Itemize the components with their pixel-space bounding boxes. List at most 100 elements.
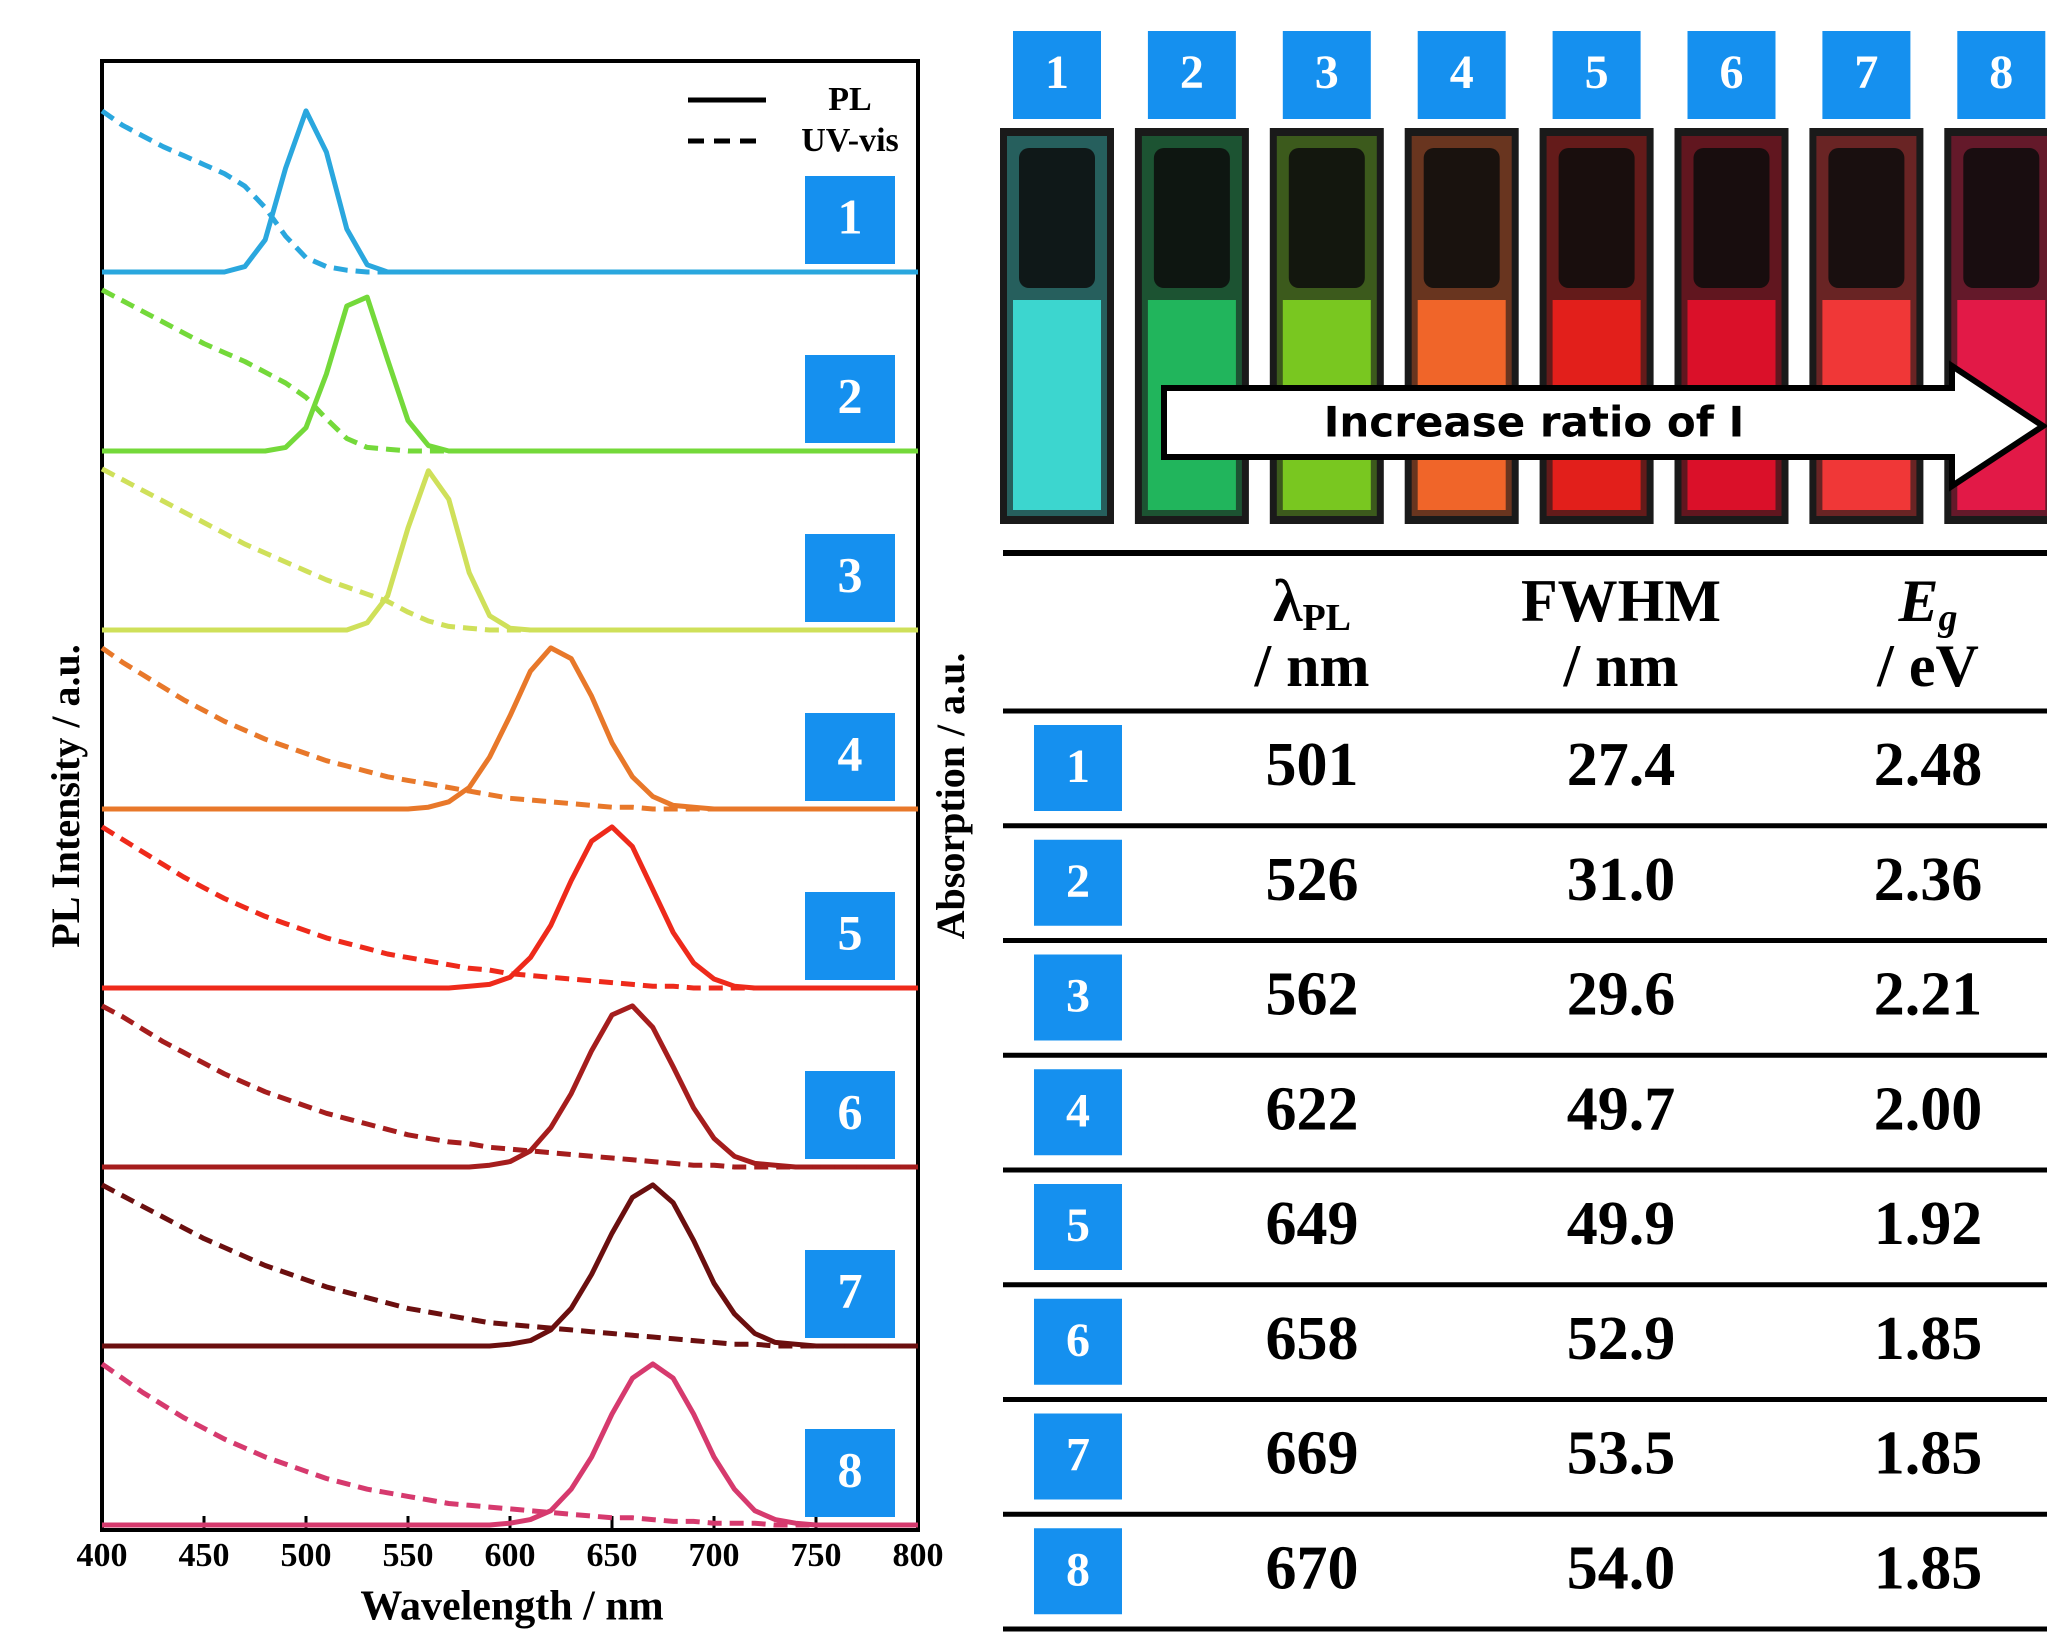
uvvis-line bbox=[102, 290, 918, 451]
row-label: 3 bbox=[1066, 970, 1090, 1023]
pl-line bbox=[102, 648, 918, 809]
cell: 1.85 bbox=[1874, 1534, 1983, 1602]
header-unit: / eV bbox=[1876, 633, 1979, 699]
x-tick-label: 650 bbox=[587, 1537, 638, 1574]
cell: 526 bbox=[1266, 846, 1359, 914]
x-tick-label: 400 bbox=[77, 1537, 128, 1574]
x-tick-label: 450 bbox=[179, 1537, 230, 1574]
header-unit: / nm bbox=[1253, 633, 1369, 699]
cuvette-top bbox=[1828, 148, 1904, 288]
cuvette-liquid bbox=[1013, 300, 1101, 510]
legend-label: UV-vis bbox=[801, 122, 899, 159]
panel-label: 7 bbox=[838, 1262, 863, 1318]
pl-line bbox=[102, 471, 918, 630]
photo-label: 8 bbox=[1989, 46, 2013, 99]
pl-line bbox=[102, 1185, 918, 1346]
cuvette-top bbox=[1559, 148, 1635, 288]
uvvis-line bbox=[102, 1185, 918, 1346]
figure: Wavelength / nm PL Intensity / a.u. Abso… bbox=[0, 0, 2047, 1636]
cell: 1.92 bbox=[1874, 1190, 1983, 1258]
header-cell: λPL bbox=[1273, 568, 1351, 639]
cell: 2.00 bbox=[1874, 1075, 1983, 1143]
header-symbol: λ bbox=[1273, 568, 1303, 634]
photo-label: 2 bbox=[1180, 46, 1204, 99]
row-label: 6 bbox=[1066, 1314, 1090, 1367]
row-label: 2 bbox=[1066, 855, 1090, 908]
header-symbol: FWHM bbox=[1521, 568, 1721, 634]
panel-label: 1 bbox=[838, 188, 863, 244]
cuvette-top bbox=[1963, 148, 2039, 288]
cell: 31.0 bbox=[1567, 846, 1676, 914]
uvvis-line bbox=[102, 1006, 918, 1167]
cell: 27.4 bbox=[1567, 731, 1676, 799]
cell: 649 bbox=[1266, 1190, 1359, 1258]
x-tick-label: 700 bbox=[689, 1537, 740, 1574]
photo-label: 7 bbox=[1854, 46, 1878, 99]
photo-label: 6 bbox=[1720, 46, 1744, 99]
photo-label: 1 bbox=[1045, 46, 1069, 99]
row-label: 7 bbox=[1066, 1429, 1090, 1482]
cell: 562 bbox=[1266, 961, 1359, 1029]
header-cell: FWHM bbox=[1521, 568, 1721, 634]
cuvette-top bbox=[1424, 148, 1500, 288]
cell: 658 bbox=[1266, 1305, 1359, 1373]
legend-label: PL bbox=[828, 81, 871, 118]
cuvette-top bbox=[1289, 148, 1365, 288]
panel-label: 2 bbox=[838, 367, 863, 423]
cell: 2.36 bbox=[1874, 846, 1983, 914]
x-tick-label: 550 bbox=[383, 1537, 434, 1574]
cell: 2.48 bbox=[1874, 731, 1983, 799]
panel-label: 8 bbox=[838, 1441, 863, 1497]
panel-label: 4 bbox=[838, 725, 863, 781]
x-axis-title: Wavelength / nm bbox=[360, 1584, 663, 1630]
x-tick-label: 600 bbox=[485, 1537, 536, 1574]
panel-label: 6 bbox=[838, 1083, 863, 1139]
cell: 1.85 bbox=[1874, 1420, 1983, 1488]
x-tick-label: 750 bbox=[791, 1537, 842, 1574]
cuvette-top bbox=[1019, 148, 1095, 288]
cell: 669 bbox=[1266, 1420, 1359, 1488]
pl-line bbox=[102, 1006, 918, 1167]
uvvis-line bbox=[102, 469, 918, 630]
cuvette-top bbox=[1694, 148, 1770, 288]
row-label: 4 bbox=[1066, 1084, 1090, 1137]
photo-label: 3 bbox=[1315, 46, 1339, 99]
row-label: 5 bbox=[1066, 1199, 1090, 1252]
y2-axis-title: Absorption / a.u. bbox=[928, 653, 973, 940]
header-symbol: E bbox=[1897, 568, 1938, 634]
cell: 49.7 bbox=[1567, 1075, 1676, 1143]
header-cell: Eg bbox=[1897, 568, 1957, 639]
header-unit: / nm bbox=[1562, 633, 1678, 699]
cell: 53.5 bbox=[1567, 1420, 1676, 1488]
photo-label: 5 bbox=[1585, 46, 1609, 99]
panel-label: 3 bbox=[838, 546, 863, 602]
uvvis-line bbox=[102, 1364, 918, 1525]
pl-line bbox=[102, 827, 918, 988]
x-tick-label: 500 bbox=[281, 1537, 332, 1574]
row-label: 8 bbox=[1066, 1543, 1090, 1596]
cell: 49.9 bbox=[1567, 1190, 1676, 1258]
panel-label: 5 bbox=[838, 904, 863, 960]
uvvis-line bbox=[102, 648, 918, 809]
cell: 29.6 bbox=[1567, 961, 1676, 1029]
cell: 501 bbox=[1266, 731, 1359, 799]
cell: 1.85 bbox=[1874, 1305, 1983, 1373]
uvvis-line bbox=[102, 111, 918, 272]
cell: 52.9 bbox=[1567, 1305, 1676, 1373]
x-tick-label: 800 bbox=[893, 1537, 944, 1574]
page: Wavelength / nm PL Intensity / a.u. Abso… bbox=[0, 0, 2047, 1636]
pl-line bbox=[102, 1364, 918, 1525]
arrow-text: Increase ratio of I bbox=[1324, 398, 1744, 447]
cell: 622 bbox=[1266, 1075, 1359, 1143]
y-axis-title: PL Intensity / a.u. bbox=[43, 644, 88, 947]
pl-line bbox=[102, 111, 918, 272]
cell: 670 bbox=[1266, 1534, 1359, 1602]
plot-frame bbox=[102, 61, 918, 1530]
uvvis-line bbox=[102, 827, 918, 988]
cell: 2.21 bbox=[1874, 961, 1983, 1029]
row-label: 1 bbox=[1066, 740, 1090, 793]
cuvette-top bbox=[1154, 148, 1230, 288]
photo-label: 4 bbox=[1450, 46, 1474, 99]
pl-line bbox=[102, 297, 918, 451]
cell: 54.0 bbox=[1567, 1534, 1676, 1602]
